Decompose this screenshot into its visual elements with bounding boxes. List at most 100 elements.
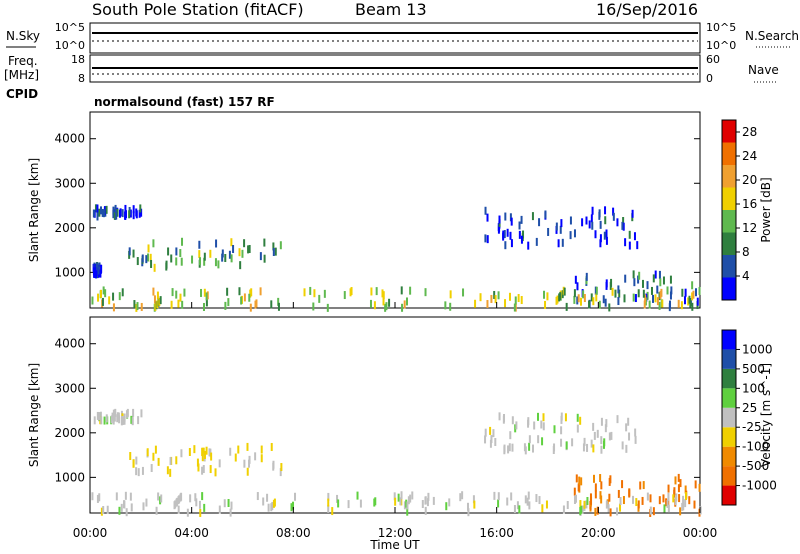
colorbar-tick-label: 24: [742, 149, 757, 163]
echo-mark: [226, 287, 229, 296]
echo-mark: [575, 474, 578, 483]
echo-mark: [262, 497, 265, 506]
echo-mark: [535, 494, 538, 503]
echo-mark: [227, 498, 230, 507]
echo-mark: [124, 204, 127, 213]
echo-mark: [130, 415, 133, 424]
echo-mark: [536, 412, 539, 421]
echo-mark: [484, 206, 487, 215]
echo-mark: [511, 443, 514, 452]
echo-mark: [150, 259, 153, 268]
echo-mark: [256, 492, 259, 501]
power-panel: 1000 2000 3000 4000: [54, 111, 701, 312]
echo-mark: [201, 453, 204, 462]
echo-mark: [123, 500, 126, 509]
echo-mark: [591, 206, 594, 215]
colorbar-segment: [722, 165, 736, 188]
echo-mark: [694, 288, 697, 297]
echo-mark: [579, 297, 582, 306]
echo-mark: [486, 213, 489, 222]
echo-mark: [682, 502, 685, 511]
echo-mark: [557, 239, 560, 248]
echo-mark: [504, 212, 507, 221]
echo-mark: [370, 287, 373, 296]
echo-mark: [545, 500, 548, 509]
echo-mark: [573, 487, 576, 496]
echo-mark: [544, 210, 547, 219]
echo-mark: [427, 492, 430, 501]
echo-mark: [232, 245, 235, 254]
echo-mark: [248, 293, 251, 302]
echo-mark: [129, 492, 132, 501]
echo-mark: [140, 409, 143, 418]
colorbar-segment: [722, 330, 736, 350]
colorbar-segment: [722, 210, 736, 233]
date-label: 16/Sep/2016: [596, 0, 698, 19]
echo-mark: [243, 239, 246, 248]
echo-mark: [621, 221, 624, 230]
echo-mark: [449, 290, 452, 299]
echo-mark: [393, 492, 396, 501]
echo-mark: [659, 290, 662, 299]
echo-mark: [582, 290, 585, 299]
echo-mark: [271, 501, 274, 510]
echo-mark: [605, 500, 608, 509]
echo-mark: [522, 230, 525, 239]
echo-mark: [135, 467, 138, 476]
echo-mark: [197, 463, 200, 472]
echo-mark: [596, 429, 599, 438]
echo-mark: [616, 218, 619, 227]
echo-mark: [625, 423, 628, 432]
echo-mark: [175, 247, 178, 256]
echo-mark: [684, 485, 687, 494]
echo-mark: [359, 499, 362, 508]
echo-mark: [585, 272, 588, 281]
echo-mark: [494, 295, 497, 304]
echo-mark: [101, 208, 104, 217]
echo-mark: [407, 496, 410, 505]
echo-mark: [201, 492, 204, 501]
colorbar-tick-label: 25: [742, 401, 757, 415]
echo-mark: [259, 287, 262, 296]
x-axis-label: Time UT: [369, 538, 420, 552]
echo-mark: [397, 493, 400, 502]
echo-mark: [590, 214, 593, 223]
echo-mark: [96, 212, 99, 221]
y-tick-label: 2000: [54, 221, 85, 235]
echo-mark: [524, 446, 527, 455]
echo-mark: [492, 429, 495, 438]
echo-mark: [538, 496, 541, 505]
echo-mark: [123, 416, 126, 425]
echo-mark: [555, 222, 558, 231]
echo-mark: [684, 288, 687, 297]
colorbar-segment: [722, 388, 736, 408]
echo-mark: [203, 252, 206, 261]
echo-mark: [129, 209, 132, 218]
echo-mark: [578, 476, 581, 485]
echo-mark: [679, 507, 682, 516]
echo-mark: [91, 492, 94, 501]
echo-mark: [270, 300, 273, 309]
echo-mark: [662, 276, 665, 285]
echo-mark: [100, 289, 103, 298]
echo-mark: [350, 287, 353, 296]
echo-mark: [272, 460, 275, 469]
nsearch-bottom-tick: 10^0: [706, 39, 736, 52]
echo-mark: [658, 301, 661, 310]
echo-mark: [388, 298, 391, 307]
echo-mark: [649, 494, 652, 503]
nsearch-top-tick: 10^5: [706, 21, 736, 34]
echo-mark: [215, 239, 218, 248]
echo-mark: [381, 289, 384, 298]
echo-mark: [596, 506, 599, 515]
echo-mark: [632, 270, 635, 279]
echo-mark: [633, 232, 636, 241]
freq-label: Freq.: [8, 54, 38, 68]
echo-mark: [518, 230, 521, 239]
echo-mark: [382, 297, 385, 306]
echo-mark: [157, 457, 160, 466]
echo-mark: [272, 247, 275, 256]
echo-mark: [130, 503, 133, 512]
echo-mark: [583, 294, 586, 303]
echo-mark: [580, 477, 583, 486]
